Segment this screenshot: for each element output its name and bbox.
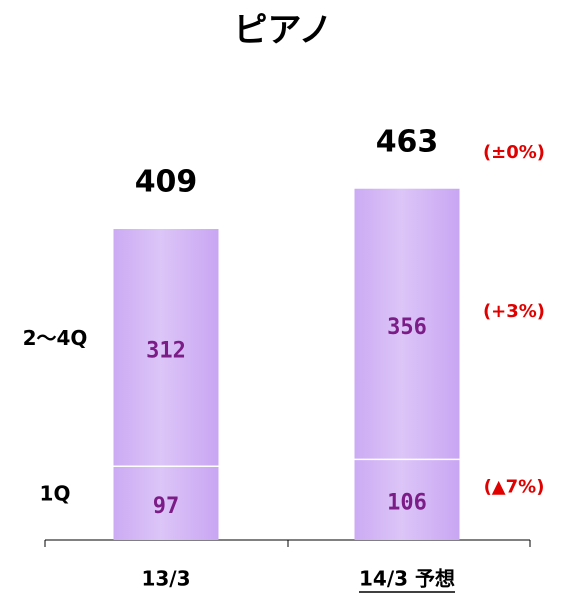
bar-shine: [354, 188, 460, 460]
bar-shine: [113, 466, 219, 540]
segment-label: 106: [387, 491, 427, 516]
change-label: (▲7%): [484, 477, 545, 498]
change-label: (+3%): [483, 301, 545, 322]
segment-label: 97: [153, 494, 180, 519]
x-tick-label: 14/3 予想: [359, 567, 455, 591]
segment-label: 312: [146, 339, 186, 364]
bar-shine: [354, 459, 460, 540]
x-tick-label: 13/3: [141, 567, 190, 591]
chart-title: ピアノ: [234, 11, 333, 51]
series-label: 2〜4Q: [23, 326, 88, 350]
total-change: (±0%): [483, 142, 545, 163]
series-label: 1Q: [40, 482, 71, 506]
segment-label: 356: [387, 315, 427, 340]
total-label: 409: [135, 165, 198, 200]
total-label: 463: [376, 124, 439, 159]
bar-shine: [113, 229, 219, 467]
